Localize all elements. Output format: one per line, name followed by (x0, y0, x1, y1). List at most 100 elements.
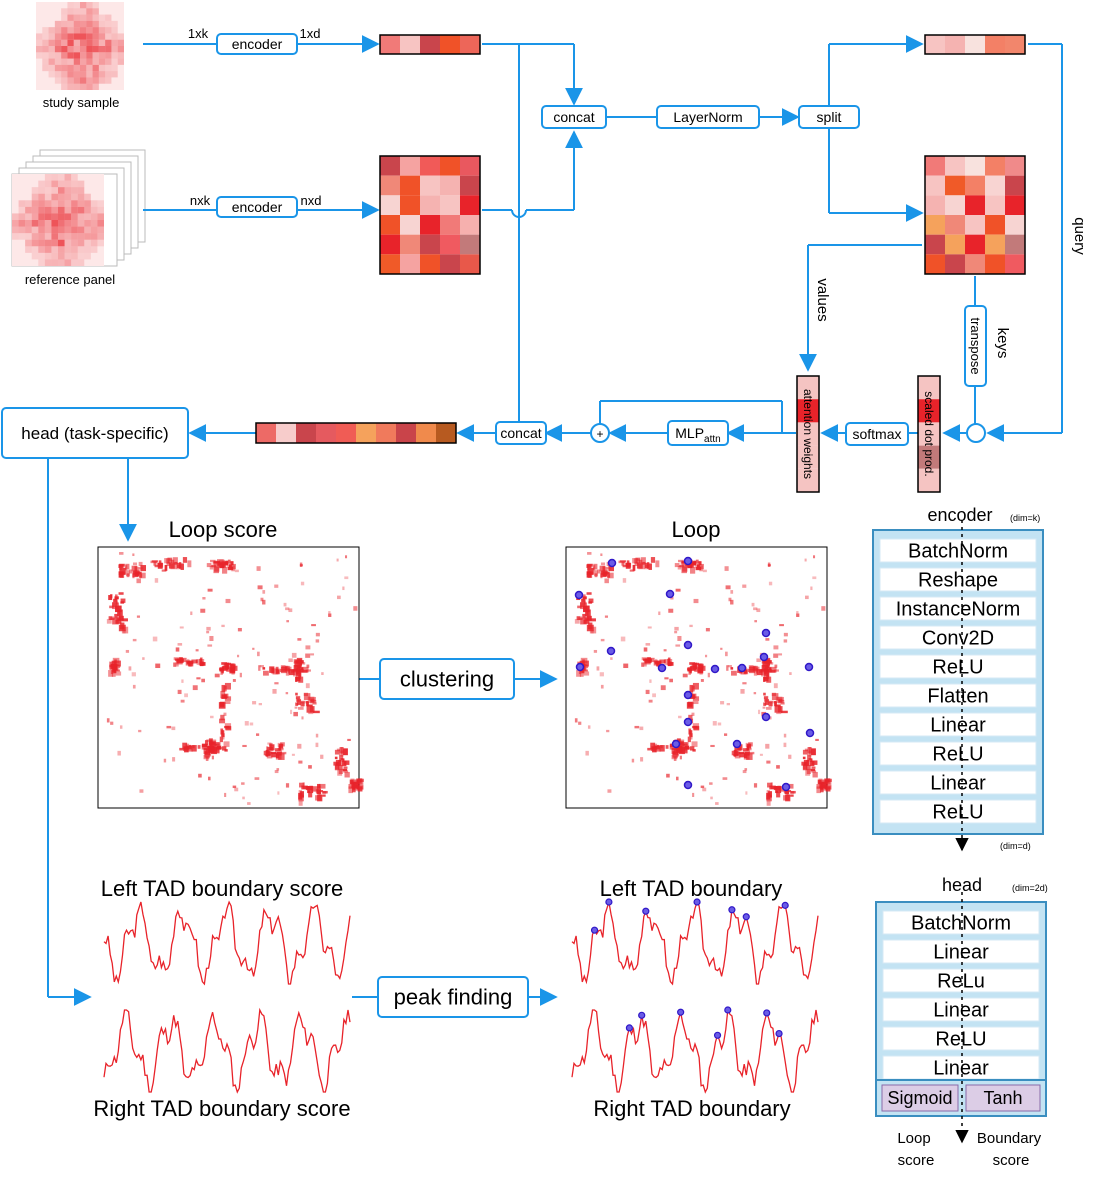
query-vector (924, 34, 1026, 55)
loop-score-speck (306, 669, 311, 672)
encoder-stack-title-dim: (dim=k) (1010, 513, 1040, 523)
loop-score-speck (773, 683, 778, 689)
loop-score-speck (196, 677, 201, 680)
loop-score-speck (623, 663, 629, 669)
loop-score-speck (620, 636, 626, 642)
loop-score-speck (658, 611, 661, 616)
loop-score-blob (118, 562, 147, 579)
loop-score-speck (724, 566, 729, 571)
loop-score-speck (206, 630, 210, 634)
right-boundary-title: Right TAD boundary (593, 1096, 790, 1121)
combined-vector (255, 422, 457, 444)
loop-score-speck (712, 721, 717, 726)
loop-score-speck (206, 563, 212, 568)
loop-score-speck (813, 555, 816, 559)
loop-score-speck (315, 733, 319, 738)
loop-score-speck (285, 783, 290, 788)
loop-marker (657, 663, 667, 673)
loop-score-speck (670, 597, 674, 600)
loop-score-speck (710, 796, 713, 800)
loop-score-speck (700, 679, 704, 682)
loop-score-speck (745, 791, 748, 795)
loop-score-speck (274, 682, 279, 685)
head-stack-title: head (942, 875, 982, 895)
loop-score-speck (241, 782, 245, 785)
loop-score-speck (286, 620, 290, 623)
loop-score-speck (224, 792, 227, 797)
layer-batchnorm: BatchNorm (911, 913, 1011, 935)
loop-score-speck (693, 598, 699, 604)
loop-score-speck (668, 608, 674, 613)
peak-marker (724, 1006, 732, 1014)
loop-score-blob (641, 657, 674, 667)
loop-score-speck (232, 679, 236, 682)
loop-title: Loop (672, 517, 721, 542)
loop-score-speck (751, 602, 755, 607)
loop-score-speck (108, 616, 113, 621)
loop-score-speck (321, 672, 324, 676)
attention-weights: attention weights (796, 375, 820, 493)
loop-score-speck (291, 753, 295, 756)
reference-embedding-matrix (379, 155, 481, 275)
peak-marker (775, 1029, 783, 1038)
loop-score-speck (664, 677, 669, 680)
plus-symbol: + (596, 427, 603, 441)
loop-score-speck (267, 742, 272, 745)
loop-score-speck (631, 758, 635, 763)
layer-batchnorm: BatchNorm (908, 541, 1008, 563)
loop-score-speck (709, 782, 713, 785)
reference-encoder-block: encoder (216, 196, 298, 218)
layer-relu: ReLU (932, 744, 983, 766)
loop-score-speck (249, 722, 254, 726)
loop-marker (671, 739, 681, 749)
loop-score-speck (663, 649, 667, 652)
loop-score-speck (320, 754, 324, 759)
loop-score-speck (821, 606, 826, 611)
loop-score-speck (155, 663, 161, 669)
loop-score-speck (604, 578, 609, 584)
loop-score-speck (161, 569, 167, 572)
concat-block-label: concat (553, 109, 594, 125)
loop-score-speck (315, 742, 319, 748)
loop-score-speck (607, 789, 612, 793)
loop-score-speck (766, 800, 771, 806)
loop-score-speck (774, 669, 779, 672)
loop-score-speck (643, 647, 648, 652)
loop-score-speck (274, 770, 279, 774)
loop-score-speck (783, 639, 788, 643)
layer-linear: Linear (930, 773, 986, 795)
loop-score-speck (720, 647, 723, 650)
loop-score-speck (783, 733, 787, 738)
sigmoid-layer: Sigmoid (887, 1088, 952, 1108)
split-block-label: split (817, 109, 842, 125)
loop-score-speck (328, 613, 332, 617)
loop-score-speck (207, 588, 213, 592)
loop-score-speck (600, 684, 604, 689)
loop-score-speck (231, 668, 235, 674)
loop-score-speck (186, 658, 190, 664)
loop-score-speck (291, 652, 297, 658)
loop-marker (805, 728, 815, 738)
loop-score-speck (209, 635, 214, 641)
loop-score-speck (132, 638, 137, 642)
loop-score-speck (180, 699, 185, 703)
loop-marker (761, 712, 771, 722)
loop-score-speck (175, 647, 180, 652)
loop-score-blob (173, 657, 206, 667)
loop-marker (683, 690, 693, 700)
loop-score-speck (106, 618, 112, 624)
loop-marker (737, 663, 747, 673)
loop-score-speck (152, 636, 158, 642)
loop-score-speck (290, 709, 293, 715)
loop-score-speck (652, 693, 656, 698)
ref-in-dim: nxk (190, 193, 211, 208)
loop-score-speck (177, 643, 183, 646)
loop-score-speck (342, 586, 345, 591)
loop-score-speck (717, 722, 722, 726)
loop-score-speck (740, 688, 745, 694)
loop-marker (683, 717, 693, 727)
loop-score-speck (600, 638, 605, 642)
loop-score-speck (578, 721, 582, 725)
layer-reshape: Reshape (918, 570, 998, 592)
loop-score-speck (634, 725, 640, 729)
